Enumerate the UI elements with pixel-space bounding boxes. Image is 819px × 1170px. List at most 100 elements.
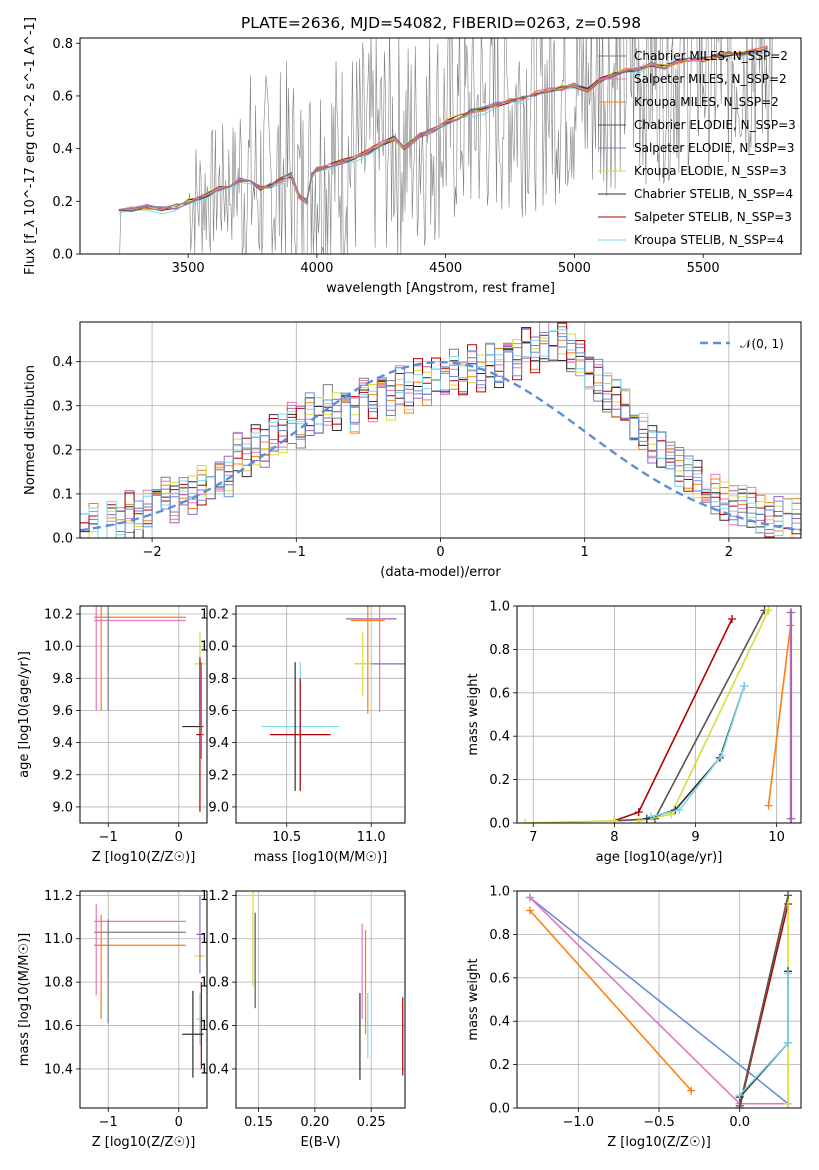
x-axis-label: E(B-V) bbox=[300, 1135, 340, 1150]
y-tick-label: 0.2 bbox=[489, 1058, 510, 1073]
y-tick-label: 0.2 bbox=[52, 195, 73, 210]
spectrum-legend: Chabrier MILES, N_SSP=2 Salpeter MILES, N… bbox=[598, 49, 796, 247]
x-tick-label: 2 bbox=[725, 545, 733, 560]
series-marker bbox=[784, 891, 793, 900]
gaussian-curve bbox=[80, 360, 801, 532]
y-axis-label: Normed distribution bbox=[23, 365, 38, 495]
x-tick-label: 11.0 bbox=[357, 830, 386, 845]
series-marker bbox=[717, 751, 726, 760]
x-tick-label: 0 bbox=[175, 1115, 183, 1130]
legend-label: Chabrier MILES, N_SSP=2 bbox=[634, 49, 788, 63]
y-tick-label: 10.0 bbox=[200, 640, 229, 655]
series-line bbox=[529, 896, 789, 1105]
histogram-series bbox=[80, 327, 801, 538]
y-tick-label: 1.0 bbox=[489, 885, 510, 900]
axes-frame bbox=[235, 890, 406, 1109]
y-tick-label: 0.0 bbox=[489, 1102, 510, 1117]
panels: 3500 4000 4500 5000 5500 0.0 0.2 0.4 0.6 0.8 wavel… bbox=[17, 17, 802, 1150]
x-tick-label: 1 bbox=[581, 545, 589, 560]
x-tick-label: 0 bbox=[175, 830, 183, 845]
y-axis-label: mass [log10(M/M☉)] bbox=[17, 933, 32, 1066]
series-line bbox=[529, 909, 692, 1092]
y-tick-label: 0.1 bbox=[52, 487, 73, 502]
y-tick-label: 11.0 bbox=[200, 932, 229, 947]
panel-mass-weight-vs-age: 7 8 9 10 0.0 0.2 0.4 0.6 0.8 1.0 age [log10(age/yr… bbox=[466, 600, 802, 865]
x-tick-label: 9 bbox=[691, 830, 699, 845]
x-tick-label: −1.0 bbox=[563, 1115, 595, 1130]
x-axis-label: mass [log10(M/M☉)] bbox=[254, 850, 387, 865]
y-tick-label: 9.6 bbox=[52, 704, 73, 719]
y-axis-label: mass weight bbox=[466, 673, 481, 755]
x-tick-label: −1 bbox=[287, 545, 306, 560]
x-tick-label: −2 bbox=[143, 545, 162, 560]
series-marker bbox=[787, 814, 796, 823]
x-axis-label: (data-model)/error bbox=[380, 565, 501, 580]
x-tick-label: 10 bbox=[768, 830, 785, 845]
x-axis-label: age [log10(age/yr)] bbox=[596, 850, 723, 865]
series-marker bbox=[646, 812, 655, 821]
series-marker bbox=[764, 801, 773, 810]
series-marker bbox=[642, 814, 651, 823]
y-tick-label: 0.4 bbox=[489, 1015, 510, 1030]
legend-label: Salpeter STELIB, N_SSP=3 bbox=[634, 210, 792, 224]
y-tick-label: 9.2 bbox=[52, 768, 73, 783]
x-tick-label: 5000 bbox=[558, 261, 591, 276]
plot-area bbox=[261, 606, 405, 791]
x-tick-label: 7 bbox=[529, 830, 537, 845]
y-tick-label: 9.4 bbox=[208, 736, 229, 751]
series-line bbox=[767, 625, 792, 806]
series-marker bbox=[740, 682, 749, 691]
y-tick-label: 0.4 bbox=[489, 730, 510, 745]
plot-area bbox=[94, 895, 206, 1078]
plot-area bbox=[80, 322, 801, 538]
residuals-legend: 𝒩(0, 1) bbox=[700, 337, 784, 351]
legend-label: Kroupa MILES, N_SSP=2 bbox=[634, 95, 779, 109]
y-tick-label: 0.0 bbox=[52, 248, 73, 263]
spectrum-data-line bbox=[118, 38, 773, 254]
series-marker bbox=[787, 608, 796, 617]
x-tick-label: 0 bbox=[436, 545, 444, 560]
y-tick-label: 0.3 bbox=[52, 399, 73, 414]
legend-label: Salpeter MILES, N_SSP=2 bbox=[634, 72, 787, 86]
y-tick-label: 0.6 bbox=[489, 971, 510, 986]
panel-spectrum: 3500 4000 4500 5000 5500 0.0 0.2 0.4 0.6 0.8 wavel… bbox=[23, 17, 802, 296]
y-tick-label: 9.2 bbox=[208, 768, 229, 783]
y-tick-label: 9.0 bbox=[208, 800, 229, 815]
y-tick-label: 10.4 bbox=[200, 1062, 229, 1077]
x-axis-label: wavelength [Angstrom, rest frame] bbox=[326, 281, 555, 296]
panel-age-vs-mass: 10.5 11.0 9.0 9.2 9.4 9.6 9.8 10.0 10.2 mass [log… bbox=[200, 605, 406, 865]
y-tick-label: 0.2 bbox=[489, 773, 510, 788]
y-axis-label: age [log10(age/yr)] bbox=[17, 651, 32, 778]
panel-mass-weight-vs-Z: −1.0 −0.5 0.0 0.0 0.2 0.4 0.6 0.8 1.0 Z [log10(Z/… bbox=[466, 885, 802, 1150]
series-marker bbox=[525, 906, 534, 915]
panel-mass-vs-Z: −1 0 10.4 10.6 10.8 11.0 11.2 Z [log10(Z/Z☉)] ma… bbox=[17, 889, 208, 1150]
figure-title: PLATE=2636, MJD=54082, FIBERID=0263, z=0… bbox=[241, 14, 641, 32]
y-tick-label: 10.8 bbox=[200, 976, 229, 991]
series-line bbox=[614, 609, 766, 822]
y-tick-label: 0.0 bbox=[489, 817, 510, 832]
y-tick-label: 0.0 bbox=[52, 532, 73, 547]
y-tick-label: 9.0 bbox=[52, 800, 73, 815]
legend-label: Chabrier STELIB, N_SSP=4 bbox=[634, 187, 793, 201]
series-marker bbox=[687, 1086, 696, 1095]
plot-area bbox=[525, 891, 793, 1108]
y-tick-label: 0.8 bbox=[489, 643, 510, 658]
series-line bbox=[638, 609, 770, 822]
plot-area bbox=[521, 606, 796, 823]
y-tick-label: 0.8 bbox=[489, 928, 510, 943]
series-marker bbox=[784, 1099, 793, 1108]
y-tick-label: 10.6 bbox=[200, 1019, 229, 1034]
y-axis-label: mass weight bbox=[466, 958, 481, 1040]
series-marker bbox=[521, 819, 530, 823]
y-tick-label: 9.4 bbox=[52, 736, 73, 751]
x-tick-label: 0.15 bbox=[244, 1115, 273, 1130]
x-tick-label: 0.20 bbox=[300, 1115, 329, 1130]
series-marker bbox=[525, 893, 534, 902]
x-axis-label: Z [log10(Z/Z☉)] bbox=[92, 1135, 196, 1150]
x-tick-label: −0.5 bbox=[643, 1115, 675, 1130]
y-tick-label: 9.8 bbox=[208, 672, 229, 687]
y-tick-label: 0.4 bbox=[52, 142, 73, 157]
axes-frame bbox=[79, 605, 208, 824]
axes-frame bbox=[235, 605, 406, 824]
